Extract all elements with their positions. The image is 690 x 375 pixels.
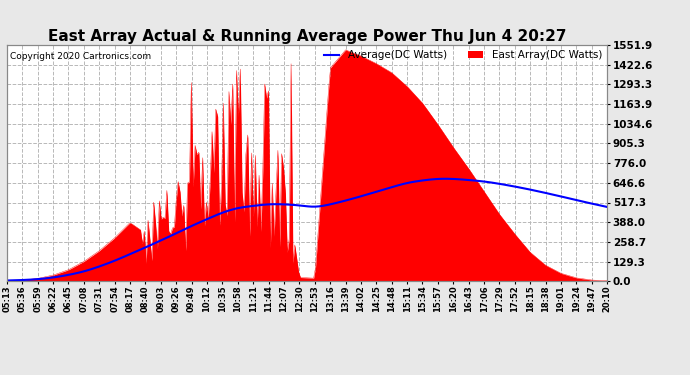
Title: East Array Actual & Running Average Power Thu Jun 4 20:27: East Array Actual & Running Average Powe… <box>48 29 566 44</box>
Text: Copyright 2020 Cartronics.com: Copyright 2020 Cartronics.com <box>10 52 151 61</box>
Legend: Average(DC Watts), East Array(DC Watts): Average(DC Watts), East Array(DC Watts) <box>324 50 602 60</box>
